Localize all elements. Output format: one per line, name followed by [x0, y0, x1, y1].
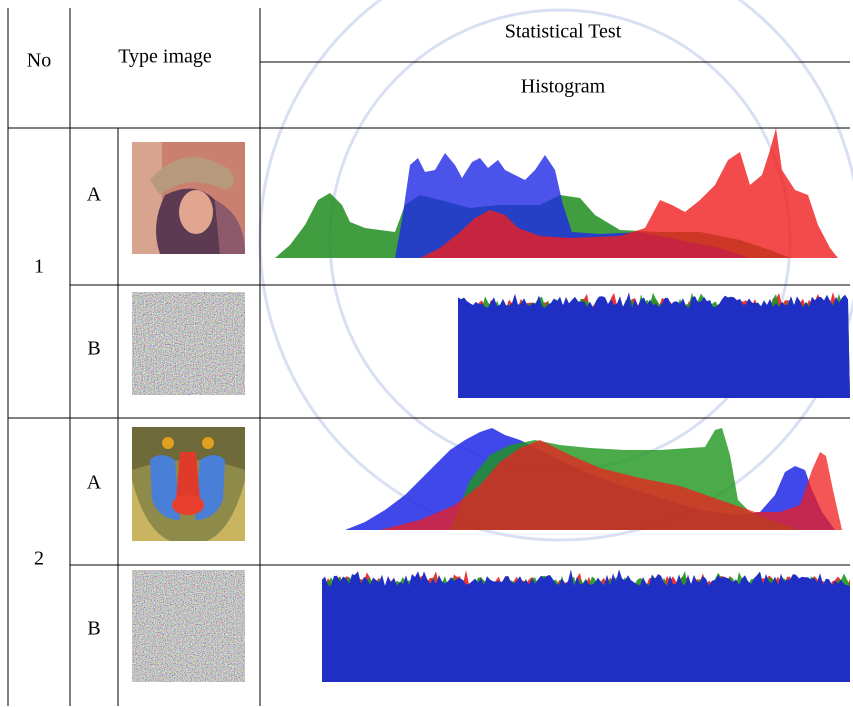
row-label: B [87, 618, 100, 640]
image-lena [132, 142, 245, 254]
header-histogram: Histogram [521, 76, 606, 98]
histogram-encrypted [322, 569, 850, 682]
histogram-layer [458, 292, 850, 398]
image-noise [132, 570, 245, 682]
image-noise [132, 292, 245, 395]
row-label: A [87, 184, 102, 206]
histogram-layer [322, 569, 850, 682]
header-statistical-test: Statistical Test [505, 21, 622, 43]
row-number: 1 [34, 256, 44, 278]
histogram-plain [275, 128, 838, 258]
row-label: B [87, 338, 100, 360]
page: No Type image Statistical Test Histogram… [0, 0, 853, 707]
header-type-image: Type image [118, 46, 212, 68]
row-number: 2 [34, 548, 44, 570]
histogram-plain [345, 428, 842, 530]
row-label: A [87, 472, 102, 494]
header-no: No [27, 50, 51, 72]
image-baboon [132, 427, 245, 541]
histogram-encrypted [458, 292, 850, 398]
